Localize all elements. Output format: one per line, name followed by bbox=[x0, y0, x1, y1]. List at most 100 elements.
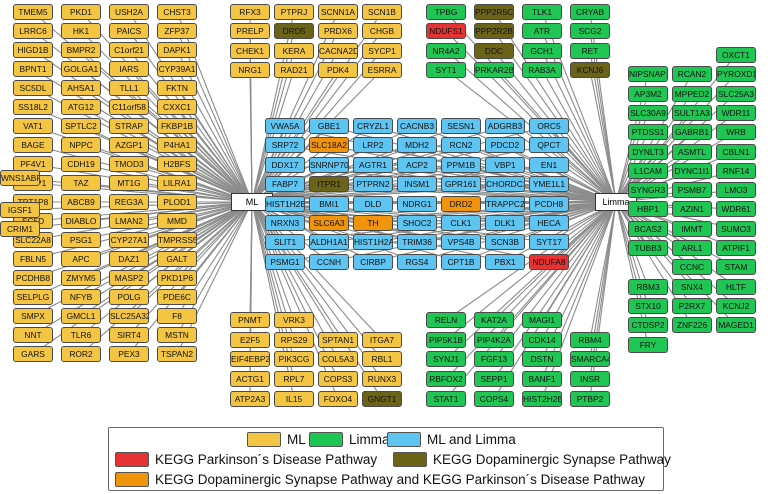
gene-node[interactable]: NIPSNAP1 bbox=[628, 66, 668, 83]
gene-node[interactable]: DSTN bbox=[522, 351, 562, 368]
gene-node[interactable]: MPPED2 bbox=[672, 85, 712, 102]
gene-node[interactable]: PIP4K2A bbox=[474, 331, 514, 348]
gene-node[interactable]: MASP2 bbox=[109, 270, 149, 286]
gene-node[interactable]: DYNC1I1 bbox=[672, 162, 712, 179]
gene-node[interactable]: HBP1 bbox=[628, 201, 668, 218]
gene-node[interactable]: F8 bbox=[157, 308, 197, 324]
gene-node[interactable]: VBP1 bbox=[485, 156, 525, 173]
gene-node[interactable]: FABP7 bbox=[265, 176, 305, 193]
gene-node[interactable]: GARS bbox=[13, 346, 53, 362]
gene-node[interactable]: SMPX bbox=[13, 308, 53, 324]
gene-node[interactable]: CXXC1 bbox=[157, 99, 197, 115]
gene-node[interactable]: MAGI1 bbox=[522, 312, 562, 328]
gene-node[interactable]: CCNH bbox=[309, 253, 349, 270]
gene-node[interactable]: BPNT1 bbox=[13, 61, 53, 77]
gene-node[interactable]: KCNJ2 bbox=[716, 297, 756, 314]
gene-node[interactable]: TAZ bbox=[61, 175, 101, 191]
gene-node[interactable]: STAT1 bbox=[426, 390, 466, 407]
gene-node[interactable]: MDH2 bbox=[397, 137, 437, 154]
gene-node[interactable]: POLG bbox=[109, 289, 149, 305]
gene-node[interactable]: IARS bbox=[109, 61, 149, 77]
gene-node[interactable]: SYNJ1 bbox=[426, 351, 466, 368]
gene-node[interactable]: PDCD2 bbox=[485, 137, 525, 154]
gene-node[interactable]: TLL1 bbox=[109, 80, 149, 96]
gene-node[interactable]: NDRG1 bbox=[397, 195, 437, 212]
gene-node[interactable]: HIST2H2BE bbox=[522, 390, 562, 407]
gene-node[interactable]: PTPRN2 bbox=[353, 176, 393, 193]
gene-node[interactable]: P4HA1 bbox=[157, 137, 197, 153]
gene-node[interactable]: LRRC6 bbox=[13, 23, 53, 39]
gene-node[interactable]: INSR bbox=[570, 371, 610, 388]
gene-node[interactable]: L1CAM bbox=[628, 162, 668, 179]
gene-node[interactable]: GBE1 bbox=[309, 118, 349, 134]
gene-node[interactable]: BANF1 bbox=[522, 371, 562, 388]
gene-node[interactable]: DRD5 bbox=[274, 23, 314, 40]
gene-node[interactable]: NDUFA8 bbox=[529, 253, 569, 270]
gene-node[interactable]: PEX3 bbox=[109, 346, 149, 362]
gene-node[interactable]: INSM1 bbox=[397, 176, 437, 193]
gene-node[interactable]: BMPR2 bbox=[61, 42, 101, 58]
gene-node[interactable]: NDUFS1 bbox=[426, 23, 466, 40]
gene-node[interactable]: SCN1B bbox=[362, 4, 402, 20]
gene-node[interactable]: PLOD1 bbox=[157, 194, 197, 210]
gene-node[interactable]: HIGD1B bbox=[13, 42, 53, 58]
gene-node[interactable]: GPR161 bbox=[441, 176, 481, 193]
gene-node[interactable]: MT1G bbox=[109, 175, 149, 191]
gene-node[interactable]: IGSF1 bbox=[0, 201, 40, 218]
gene-node[interactable]: EN1 bbox=[529, 156, 569, 173]
gene-node[interactable]: RAD21 bbox=[274, 61, 314, 78]
gene-node[interactable]: CHORDC1 bbox=[485, 176, 525, 193]
gene-node[interactable]: CIRBP bbox=[353, 253, 393, 270]
gene-node[interactable]: GALT bbox=[157, 251, 197, 267]
gene-node[interactable]: PPP2R2B bbox=[474, 23, 514, 40]
gene-node[interactable]: P2RX7 bbox=[672, 297, 712, 314]
gene-node[interactable]: RNF14 bbox=[716, 162, 756, 179]
gene-node[interactable]: GABRB1 bbox=[672, 124, 712, 141]
gene-node[interactable]: ZMYM5 bbox=[61, 270, 101, 286]
gene-node[interactable]: TH bbox=[353, 215, 393, 231]
gene-node[interactable]: SCG2 bbox=[570, 23, 610, 40]
gene-node[interactable]: ABCB9 bbox=[61, 194, 101, 210]
gene-node[interactable]: CYP27A1 bbox=[109, 232, 149, 248]
gene-node[interactable]: FKTN bbox=[157, 80, 197, 96]
gene-node[interactable]: SNX4 bbox=[672, 278, 712, 295]
gene-node[interactable]: NRG1 bbox=[230, 61, 270, 78]
gene-node[interactable]: ACTG1 bbox=[230, 371, 270, 388]
gene-node[interactable]: CACNB3 bbox=[397, 118, 437, 134]
gene-node[interactable]: FKBP1B bbox=[157, 118, 197, 134]
gene-node[interactable]: TSPAN2 bbox=[157, 346, 197, 362]
gene-node[interactable]: GNGT1 bbox=[362, 390, 402, 407]
gene-node[interactable]: ZNF226 bbox=[672, 317, 712, 334]
gene-node[interactable]: MMD bbox=[157, 213, 197, 229]
gene-node[interactable]: TLK1 bbox=[522, 4, 562, 20]
gene-node[interactable]: CHGB bbox=[362, 23, 402, 40]
gene-node[interactable]: CTDSP2 bbox=[628, 317, 668, 334]
gene-node[interactable]: RFX3 bbox=[230, 4, 270, 20]
gene-node[interactable]: GMCL1 bbox=[61, 308, 101, 324]
gene-node[interactable]: SMARCA4 bbox=[570, 351, 610, 368]
gene-node[interactable]: IMMT bbox=[672, 220, 712, 237]
gene-node[interactable]: CHST3 bbox=[157, 4, 197, 20]
gene-node[interactable]: AP3M2 bbox=[628, 85, 668, 102]
gene-node[interactable]: DAZ1 bbox=[109, 251, 149, 267]
gene-node[interactable]: ITGA7 bbox=[362, 331, 402, 348]
gene-node[interactable]: COPS3 bbox=[318, 371, 358, 388]
gene-node[interactable]: PTPRJ bbox=[274, 4, 314, 20]
gene-node[interactable]: PCDH8 bbox=[529, 195, 569, 212]
gene-node[interactable]: HECA bbox=[529, 215, 569, 231]
gene-node[interactable]: FRY bbox=[628, 336, 668, 353]
gene-node[interactable]: LMAN2 bbox=[109, 213, 149, 229]
gene-node[interactable]: SLIT1 bbox=[265, 234, 305, 251]
gene-node[interactable]: ZFP37 bbox=[157, 23, 197, 39]
gene-node[interactable]: SCNN1A bbox=[318, 4, 358, 20]
gene-node[interactable]: C11orf58 bbox=[109, 99, 149, 115]
gene-node[interactable]: ROR2 bbox=[61, 346, 101, 362]
gene-node[interactable]: SYT17 bbox=[529, 234, 569, 251]
gene-node[interactable]: CDK14 bbox=[522, 331, 562, 348]
gene-node[interactable]: SIRT4 bbox=[109, 327, 149, 343]
gene-node[interactable]: AHSA1 bbox=[61, 80, 101, 96]
gene-node[interactable]: PRKAR2B bbox=[474, 61, 514, 78]
gene-node[interactable]: VRK3 bbox=[274, 312, 314, 328]
gene-node[interactable]: VPS4B bbox=[441, 234, 481, 251]
gene-node[interactable]: SHOC2 bbox=[397, 215, 437, 231]
